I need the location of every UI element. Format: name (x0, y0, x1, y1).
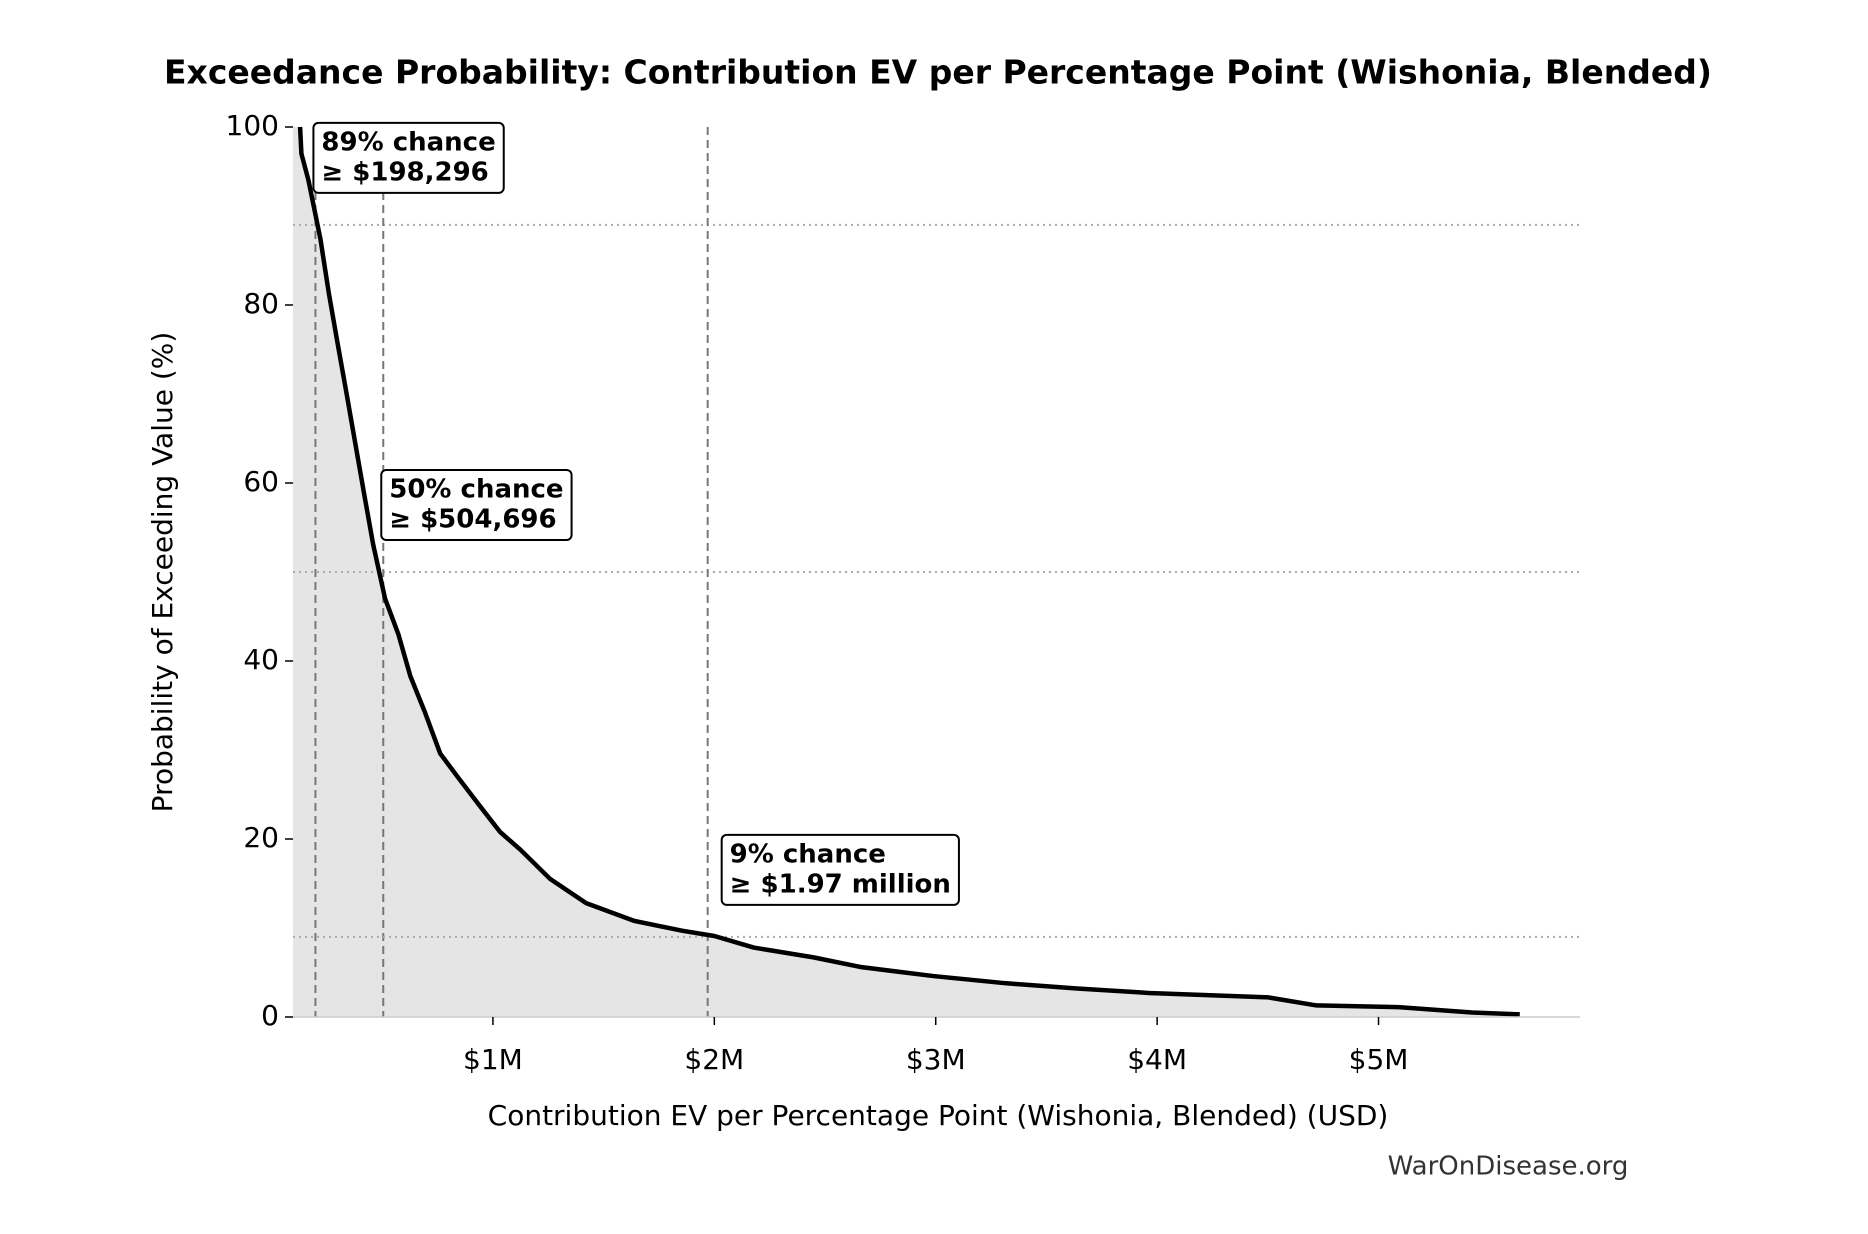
x-tick-label: $1M (463, 1043, 523, 1076)
annotation: 89% chance≥ $198,296 (312, 121, 505, 194)
y-axis-label: Probability of Exceeding Value (%) (146, 332, 179, 813)
x-tick-label: $3M (906, 1043, 966, 1076)
annotation-box (312, 121, 505, 194)
x-tick-label: $5M (1349, 1043, 1409, 1076)
area-fill (293, 127, 1520, 1017)
annotation-text: ≥ $198,296 (321, 157, 488, 187)
annotation-text: ≥ $504,696 (389, 505, 556, 535)
x-axis-label: Contribution EV per Percentage Point (Wi… (488, 1099, 1389, 1132)
exceedance-line (297, 126, 1520, 1017)
annotation-text: 89% chance (321, 127, 495, 157)
annotation: 9% chance≥ $1.97 million (720, 833, 960, 906)
y-tick-label: 100 (226, 109, 279, 142)
y-tick-label: 60 (243, 465, 279, 498)
annotation-text: 9% chance (730, 839, 886, 869)
y-tick-label: 20 (243, 821, 279, 854)
annotation: 50% chance≥ $504,696 (380, 469, 573, 541)
y-tick-label: 0 (261, 999, 279, 1032)
x-tick-label: $4M (1127, 1043, 1187, 1076)
annotation-text: 50% chance (389, 475, 563, 505)
x-tick-label: $2M (684, 1043, 744, 1076)
annotation-text: ≥ $1.97 million (730, 869, 951, 899)
y-tick-label: 80 (243, 287, 279, 320)
annotation-box (720, 833, 960, 906)
y-tick-label: 40 (243, 643, 279, 676)
chart-title: Exceedance Probability: Contribution EV … (164, 53, 1712, 92)
source: WarOnDisease.org (1388, 1152, 1629, 1182)
annotation-box (380, 469, 573, 541)
